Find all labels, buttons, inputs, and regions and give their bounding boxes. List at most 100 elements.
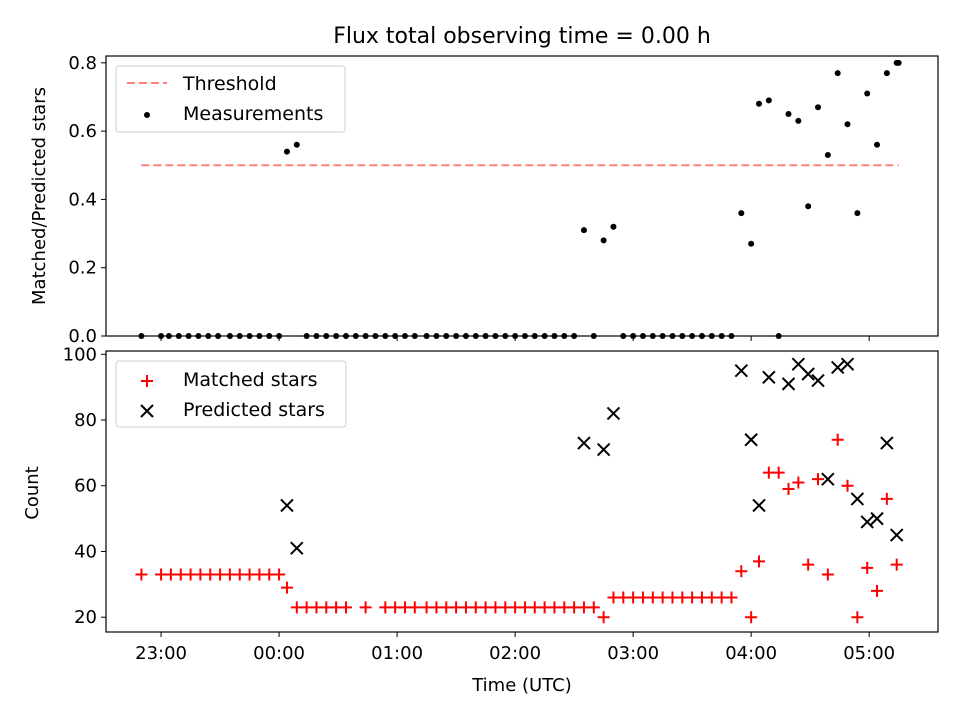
- bottom-y-tick-label: 100: [63, 344, 97, 365]
- bottom-y-tick-label: 40: [74, 541, 97, 562]
- threshold-legend-label: Threshold: [182, 73, 277, 95]
- x-tick-label: 00:00: [253, 643, 305, 664]
- predicted-star-point: [860, 515, 874, 529]
- predicted-star-point: [870, 511, 884, 526]
- predicted-star-point: [596, 442, 611, 457]
- predicted-star-point: [801, 367, 815, 381]
- predicted-star-point: [577, 436, 591, 450]
- measurement-point: [883, 70, 890, 77]
- bottom-panel: 20 40 60 80 100 23:00 00:00 01:00 02:00 03:00 04:…: [22, 344, 939, 696]
- matched-star-point: [812, 473, 825, 486]
- matched-star-point: [745, 611, 758, 624]
- predicted-legend-label: Predicted stars: [183, 399, 325, 421]
- top-y-ticks: 0.0 0.2 0.4 0.6 0.8: [68, 53, 106, 347]
- x-tick-label: 01:00: [371, 643, 423, 664]
- bottom-legend: Matched stars Predicted stars: [115, 360, 347, 428]
- measurement-point: [293, 141, 300, 148]
- measurement-point: [874, 141, 881, 148]
- x-tick-label: 23:00: [135, 643, 187, 664]
- matched-star-point: [753, 555, 766, 568]
- matched-star-point: [280, 581, 293, 594]
- measurement-point: [895, 59, 902, 66]
- top-legend-box: [115, 65, 346, 133]
- matched-star-point: [890, 558, 903, 571]
- bottom-y-ticks: 20 40 60 80 100: [63, 344, 106, 628]
- predicted-star-point: [606, 406, 621, 421]
- predicted-star-point: [762, 370, 776, 384]
- predicted-star-point: [280, 498, 294, 513]
- x-tick-label: 04:00: [725, 643, 777, 664]
- predicted-star-point: [889, 528, 904, 542]
- predicted-star-point: [811, 373, 825, 388]
- predicted-star-point: [752, 498, 766, 513]
- measurement-point: [805, 203, 812, 210]
- top-y-tick-label: 0.4: [68, 189, 97, 210]
- matched-star-point: [831, 433, 844, 446]
- top-y-tick-label: 0.2: [68, 258, 97, 279]
- measurement-point: [844, 121, 851, 128]
- measurements-legend-marker: [144, 112, 150, 118]
- chart-title: Flux total observing time = 0.00 h: [333, 24, 711, 49]
- top-legend: Threshold Measurements: [115, 65, 346, 133]
- predicted-star-point: [821, 472, 835, 486]
- predicted-star-point: [744, 433, 758, 447]
- matched-star-point: [725, 591, 738, 604]
- predicted-star-point: [850, 492, 865, 506]
- bottom-x-ticks: 23:00 00:00 01:00 02:00 03:00 04:00 05:00: [135, 632, 895, 664]
- top-y-tick-label: 0.6: [68, 121, 97, 142]
- measurement-point: [834, 70, 841, 77]
- top-y-tick-label: 0.0: [68, 326, 97, 347]
- top-y-tick-label: 0.8: [68, 53, 97, 74]
- matched-star-point: [135, 568, 148, 581]
- x-tick-label: 02:00: [489, 643, 541, 664]
- measurement-point: [756, 100, 763, 107]
- matched-star-point: [587, 601, 600, 614]
- matched-star-point: [792, 476, 805, 489]
- matched-star-point: [339, 601, 352, 614]
- matched-star-point: [802, 558, 815, 571]
- matched-star-point: [359, 601, 372, 614]
- measurement-point: [610, 223, 617, 230]
- bottom-y-tick-label: 20: [74, 607, 97, 628]
- measurement-point: [815, 104, 822, 111]
- top-x-ticks: [160, 336, 870, 341]
- predicted-star-point: [830, 360, 845, 375]
- matched-star-point: [821, 568, 834, 581]
- predicted-legend-marker: [140, 404, 154, 418]
- measurement-point: [283, 148, 290, 155]
- predicted-star-point: [880, 436, 894, 450]
- measurement-point: [854, 210, 861, 217]
- top-y-axis-label: Matched/Predicted stars: [29, 87, 50, 305]
- matched-star-point: [597, 611, 610, 624]
- matched-star-point: [861, 561, 874, 574]
- matched-star-point: [782, 483, 795, 496]
- top-axes-frame: [105, 55, 939, 337]
- matched-star-point: [851, 611, 864, 624]
- matched-star-point: [735, 565, 748, 578]
- measurements-legend-label: Measurements: [183, 103, 323, 125]
- measurement-point: [748, 240, 755, 247]
- measurement-point: [824, 152, 831, 159]
- predicted-star-point: [734, 364, 749, 378]
- bottom-axes-frame: [105, 350, 939, 633]
- measurement-point: [795, 117, 802, 124]
- top-panel: 0.00.20.40.60.8 Matched/Predicted stars …: [29, 53, 939, 347]
- bottom-y-axis-label: Count: [22, 466, 43, 519]
- measurement-point: [765, 97, 772, 104]
- matched-legend-marker: [141, 375, 153, 387]
- x-tick-label: 03:00: [607, 643, 659, 664]
- measurement-point: [580, 227, 587, 234]
- x-axis-label: Time (UTC): [471, 675, 572, 696]
- predicted-star-point: [840, 357, 855, 371]
- measurement-point: [738, 210, 745, 217]
- matched-star-point: [841, 479, 854, 492]
- measurement-point: [864, 90, 871, 97]
- matched-star-point: [871, 584, 884, 597]
- bottom-y-tick-label: 80: [74, 410, 97, 431]
- matched-star-point: [273, 568, 286, 581]
- matched-legend-label: Matched stars: [183, 369, 317, 391]
- bottom-y-tick-label: 60: [74, 476, 97, 497]
- x-tick-label: 05:00: [843, 643, 895, 664]
- bottom-plot-area: [135, 357, 904, 624]
